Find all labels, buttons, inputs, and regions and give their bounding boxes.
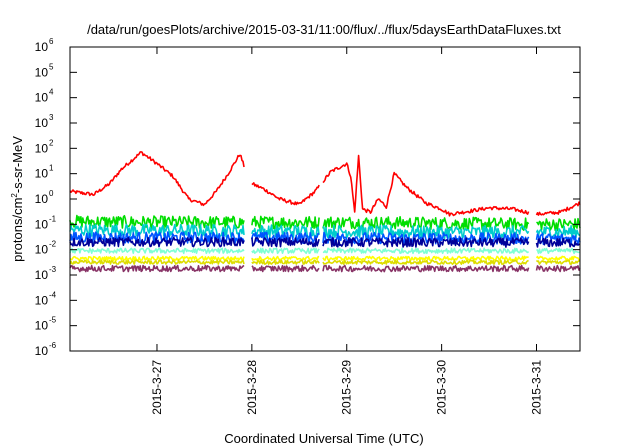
y-tick-label: 10 <box>35 91 49 105</box>
y-tick-label: 10 <box>35 141 49 155</box>
y-tick-base: 10 <box>35 243 49 257</box>
chart-title: /data/run/goesPlots/archive/2015-03-31/1… <box>87 22 561 37</box>
x-tick-label: 2015-3-29 <box>340 360 354 415</box>
y-tick-base: 10 <box>35 293 49 307</box>
y-tick-base: 10 <box>35 141 49 155</box>
x-tick-label: 2015-3-27 <box>150 360 164 415</box>
y-tick-base: 10 <box>35 40 49 54</box>
y-tick-label: 10 <box>35 217 49 231</box>
y-tick-exponent: 2 <box>49 138 54 147</box>
y-tick-exponent: 4 <box>49 88 54 97</box>
y-tick-base: 10 <box>35 217 49 231</box>
series-line-2 <box>69 214 581 232</box>
plot-frame <box>69 46 581 352</box>
y-axis-label-rest: -s-sr-MeV <box>10 136 25 193</box>
y-tick-exponent: 3 <box>49 113 54 122</box>
y-tick-exponent: -5 <box>49 316 57 325</box>
y-tick-label: 10 <box>35 65 49 79</box>
series-line-1 <box>69 151 581 217</box>
y-tick-base: 10 <box>35 167 49 181</box>
series-layer <box>69 151 581 273</box>
y-tick-base: 10 <box>35 344 49 358</box>
y-tick-base: 10 <box>35 268 49 282</box>
y-axis-label: protons/cm2-s-sr-MeV <box>10 136 25 262</box>
x-tick-label: 2015-3-28 <box>245 360 259 415</box>
y-tick-base: 10 <box>35 192 49 206</box>
series-line-5 <box>69 236 581 248</box>
series-line-7 <box>69 255 581 262</box>
y-tick-label: 10 <box>35 167 49 181</box>
y-tick-label: 10 <box>35 40 49 54</box>
y-tick-exponent: -3 <box>49 265 57 274</box>
y-tick-exponent: 6 <box>49 37 54 46</box>
y-tick-base: 10 <box>35 319 49 333</box>
y-tick-label: 10 <box>35 319 49 333</box>
y-axis-label-base: protons/cm <box>10 198 25 262</box>
y-axis-label-superscript: 2 <box>10 193 19 198</box>
y-tick-label: 10 <box>35 116 49 130</box>
x-axis-ticks: 2015-3-27 2015-3-28 2015-3-29 2015-3-30 2015… <box>150 47 544 415</box>
y-tick-label: 10 <box>35 268 49 282</box>
x-tick-label: 2015-3-31 <box>530 360 544 415</box>
x-axis-label: Coordinated Universal Time (UTC) <box>224 431 423 446</box>
y-axis-ticks: 10 -610 -510 -410 -310 -210 -110 010 110 210 310 41… <box>35 37 580 358</box>
series-line-6 <box>69 247 581 255</box>
series-line-8 <box>69 259 581 265</box>
series-line-4 <box>69 231 581 245</box>
y-tick-base: 10 <box>35 65 49 79</box>
y-tick-exponent: -6 <box>49 341 57 350</box>
y-tick-base: 10 <box>35 91 49 105</box>
y-tick-exponent: 0 <box>49 189 54 198</box>
y-tick-exponent: -1 <box>49 214 57 223</box>
series-line-9 <box>69 264 581 273</box>
y-tick-base: 10 <box>35 116 49 130</box>
y-tick-exponent: 5 <box>49 62 54 71</box>
y-tick-label: 10 <box>35 243 49 257</box>
y-tick-label: 10 <box>35 293 49 307</box>
x-tick-label: 2015-3-30 <box>435 360 449 415</box>
y-tick-exponent: -4 <box>49 290 57 299</box>
y-tick-label: 10 <box>35 192 49 206</box>
y-tick-exponent: -2 <box>49 240 57 249</box>
y-tick-label: 10 <box>35 344 49 358</box>
y-tick-exponent: 1 <box>49 164 54 173</box>
